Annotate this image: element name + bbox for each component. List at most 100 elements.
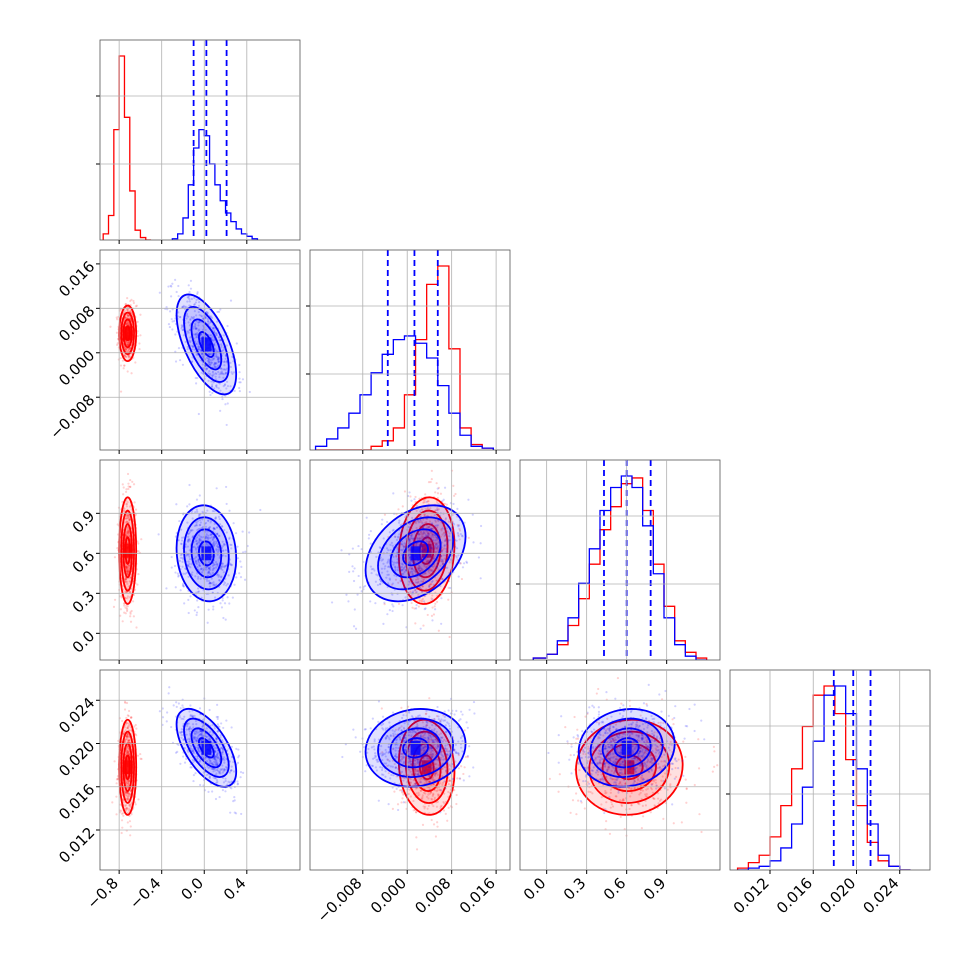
sample-point (403, 545, 406, 548)
sample-point (212, 608, 215, 611)
sample-point (127, 515, 131, 518)
sample-point (233, 796, 236, 799)
sample-point (428, 569, 431, 572)
sample-point (457, 533, 460, 537)
sample-point (124, 701, 127, 704)
sample-point (182, 334, 185, 337)
sample-point (216, 574, 219, 577)
sample-point (447, 580, 451, 583)
sample-point (195, 335, 198, 338)
sample-point (138, 342, 141, 345)
sample-point (126, 573, 129, 576)
sample-point (126, 501, 129, 504)
sample-point (194, 333, 197, 336)
sample-point (132, 301, 135, 305)
sample-point (187, 598, 190, 601)
sample-point (197, 345, 200, 348)
sample-point (125, 323, 128, 326)
sample-point (193, 545, 196, 548)
sample-point (196, 566, 199, 569)
sample-point (122, 311, 126, 314)
sample-point (426, 500, 429, 503)
sample-point (216, 526, 219, 529)
sample-point (194, 537, 197, 540)
sample-point (211, 537, 215, 541)
sample-point (197, 534, 201, 537)
sample-point (217, 358, 220, 361)
sample-point (125, 566, 128, 569)
sample-point (381, 518, 384, 521)
sample-point (417, 593, 420, 596)
sample-point (115, 813, 118, 816)
sample-point (197, 328, 201, 331)
sample-point (204, 316, 207, 319)
sample-point (424, 493, 427, 496)
sample-point (128, 596, 131, 599)
sample-point (436, 501, 439, 504)
sample-point (418, 533, 421, 536)
sample-point (187, 284, 190, 287)
sample-point (124, 532, 128, 535)
sample-point (197, 304, 201, 307)
sample-point (182, 584, 185, 588)
sample-point (181, 305, 185, 308)
sample-point (197, 329, 200, 332)
sample-point (116, 342, 119, 345)
sample-point (415, 509, 418, 512)
sample-point (126, 572, 129, 575)
sample-point (181, 363, 185, 366)
sample-point (126, 821, 129, 824)
sample-point (427, 500, 430, 503)
sample-point (205, 356, 209, 359)
sample-point (189, 341, 192, 344)
sample-point (392, 492, 395, 495)
sample-point (415, 522, 418, 525)
sample-point (465, 560, 468, 563)
sample-point (206, 621, 209, 624)
sample-point (207, 519, 210, 522)
sample-point (177, 702, 180, 705)
sample-point (419, 530, 422, 533)
sample-point (240, 565, 243, 569)
sample-point (424, 607, 427, 610)
sample-point (209, 533, 213, 536)
ytick-label: 0.016 (55, 780, 98, 823)
sample-point (179, 589, 182, 592)
sample-point (418, 569, 421, 573)
sample-point (433, 605, 436, 608)
sample-point (231, 372, 234, 375)
sample-point (214, 566, 218, 569)
sample-point (208, 708, 211, 712)
sample-point (197, 514, 201, 517)
sample-point (128, 354, 131, 357)
sample-point (188, 339, 191, 342)
sample-point (409, 560, 412, 563)
sample-point (188, 538, 191, 541)
sample-point (228, 537, 231, 540)
sample-point (166, 711, 169, 714)
sample-point (207, 519, 210, 522)
sample-point (380, 523, 383, 526)
sample-point (133, 588, 137, 591)
sample-point (222, 549, 225, 552)
sample-point (207, 571, 210, 574)
sample-point (198, 563, 201, 567)
sample-point (224, 564, 227, 568)
sample-point (125, 567, 128, 571)
sample-point (125, 609, 129, 613)
sample-point (125, 604, 128, 607)
sample-point (354, 627, 358, 630)
sample-point (221, 540, 224, 543)
sample-point (184, 340, 187, 344)
sample-point (190, 563, 193, 566)
sample-point (119, 811, 122, 814)
sample-point (126, 321, 129, 325)
sample-point (235, 747, 238, 751)
sample-point (217, 357, 220, 360)
sample-point (116, 318, 119, 321)
sample-point (122, 486, 125, 489)
sample-point (196, 542, 199, 545)
sample-point (240, 812, 243, 816)
sample-point (206, 572, 210, 575)
sample-point (230, 787, 233, 790)
